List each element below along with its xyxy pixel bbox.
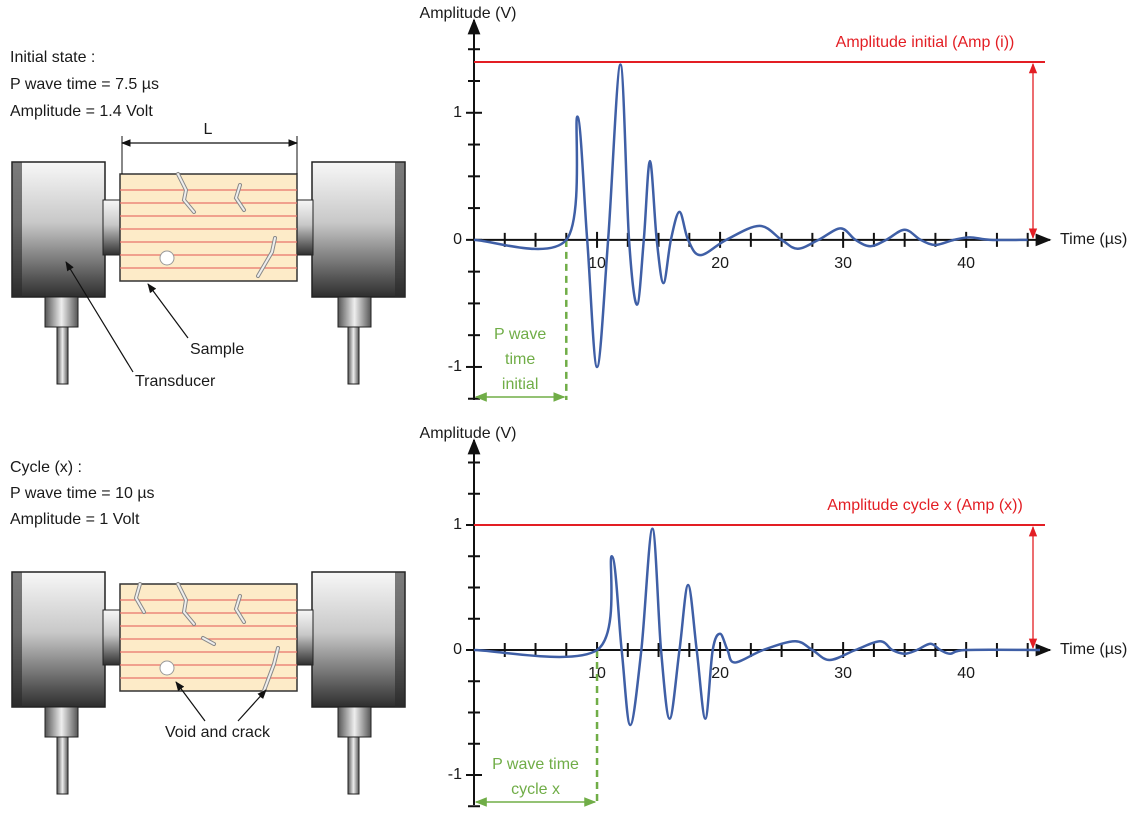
panel-line: P wave time = 10 µs <box>10 485 155 502</box>
cracks <box>133 582 280 698</box>
length-label: L <box>204 121 213 138</box>
p-wave-label: cycle x <box>511 781 560 798</box>
cracks <box>159 172 277 278</box>
x-tick-label: 30 <box>834 665 852 682</box>
x-tick-label: 40 <box>957 665 975 682</box>
defect-label: Void and crack <box>165 724 271 741</box>
y-tick-label: 0 <box>453 231 462 248</box>
y-tick-label: 1 <box>453 104 462 121</box>
x-tick-label: 10 <box>588 665 606 682</box>
panel-line: Amplitude = 1.4 Volt <box>10 103 153 120</box>
y-tick-label: 1 <box>453 516 462 533</box>
x-axis-label: Time (µs) <box>1060 641 1127 658</box>
x-tick-label: 30 <box>834 255 852 272</box>
x-axis-label: Time (µs) <box>1060 231 1127 248</box>
y-axis-label: Amplitude (V) <box>420 425 517 442</box>
transducer-label: Transducer <box>135 373 216 390</box>
sample-arrow <box>147 283 189 339</box>
y-tick-label: -1 <box>448 358 462 375</box>
y-tick-label: -1 <box>448 766 462 783</box>
y-tick-label: 0 <box>453 641 462 658</box>
panel-line: Amplitude = 1 Volt <box>10 511 140 528</box>
waveform <box>473 527 1041 727</box>
x-tick-label: 20 <box>711 255 729 272</box>
defect-arrow <box>175 681 206 722</box>
y-axis-label: Amplitude (V) <box>420 5 517 22</box>
amplitude-label: Amplitude initial (Amp (i)) <box>836 34 1015 51</box>
p-wave-label: initial <box>502 376 538 393</box>
p-wave-label: P wave time <box>492 756 579 773</box>
transducer-arrow <box>65 261 134 373</box>
waveform <box>473 63 1028 369</box>
defect-arrow <box>237 689 267 722</box>
panel-heading: Initial state : <box>10 49 95 66</box>
test-setup <box>11 571 406 795</box>
p-wave-label: P wave <box>494 326 546 343</box>
x-tick-label: 40 <box>957 255 975 272</box>
x-tick-label: 20 <box>711 665 729 682</box>
panel-line: P wave time = 7.5 µs <box>10 76 159 93</box>
sample-label: Sample <box>190 341 244 358</box>
x-tick-label: 10 <box>588 255 606 272</box>
p-wave-label: time <box>505 351 535 368</box>
panel-heading: Cycle (x) : <box>10 459 82 476</box>
amplitude-label: Amplitude cycle x (Amp (x)) <box>827 497 1023 514</box>
